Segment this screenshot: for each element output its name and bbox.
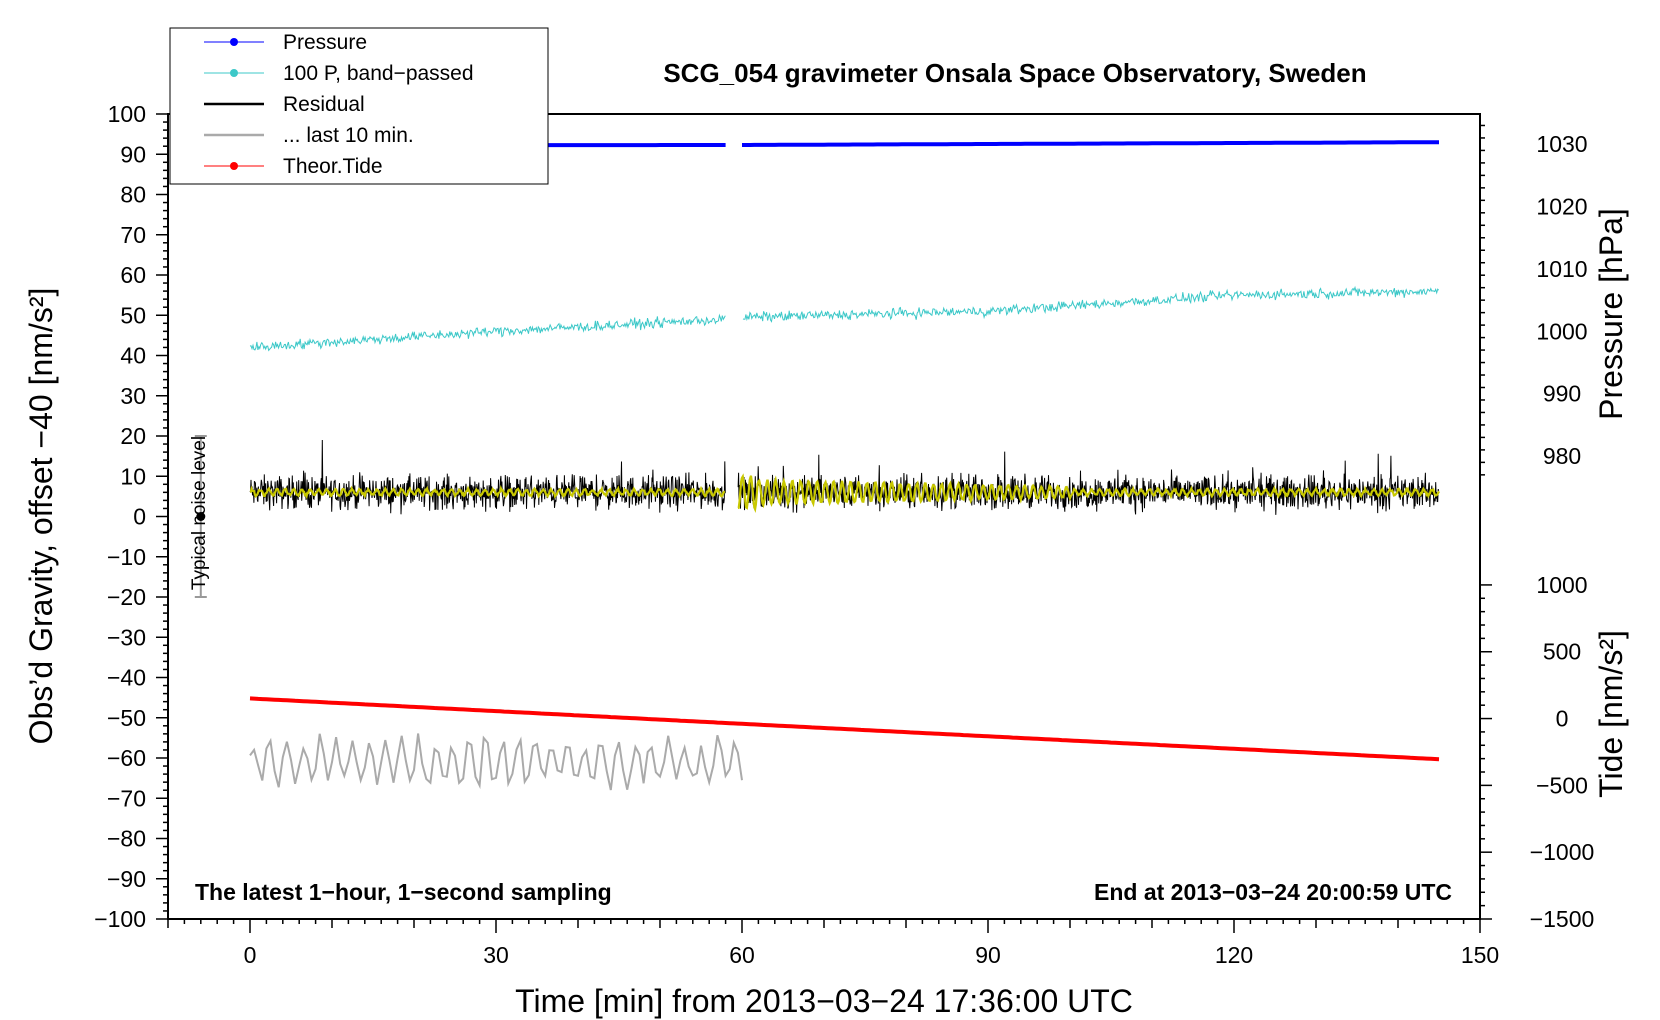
y-pressure-tick-label: 1010 <box>1536 256 1587 282</box>
legend: Pressure 100 P, band−passed Residual ... la… <box>169 27 549 185</box>
y-left-tick-label: −70 <box>107 785 146 811</box>
y-axis-pressure: 1030 1020 1010 1000 990 980 <box>1480 124 1588 476</box>
y-axis-left: 1009080706050403020100−10−20−30−40−50−60… <box>94 101 168 932</box>
legend-item: Residual <box>204 93 365 116</box>
x-tick-label: 0 <box>244 942 257 968</box>
y-tide-tick-label: 0 <box>1556 706 1569 732</box>
y-left-tick-label: −80 <box>107 826 146 852</box>
chart-title: SCG_054 gravimeter Onsala Space Observat… <box>663 58 1366 88</box>
y-pressure-tick-label: 1000 <box>1536 318 1587 344</box>
noise-indicator: Typical noise level <box>189 435 210 598</box>
y-left-tick-label: 20 <box>120 423 146 449</box>
y-left-tick-label: 90 <box>120 141 146 167</box>
legend-marker <box>230 69 238 77</box>
y-left-tick-label: 70 <box>120 222 146 248</box>
y-left-tick-label: 0 <box>133 504 146 530</box>
y-pressure-tick-label: 1030 <box>1536 131 1587 157</box>
y-left-tick-label: −20 <box>107 584 146 610</box>
y-pressure-tick-label: 980 <box>1543 443 1581 469</box>
y-left-tick-label: 50 <box>120 302 146 328</box>
x-tick-label: 90 <box>975 942 1001 968</box>
y-left-tick-label: 100 <box>108 101 146 127</box>
y-left-tick-label: −40 <box>107 665 146 691</box>
legend-label: 100 P, band−passed <box>283 62 474 85</box>
y-tide-tick-label: −1000 <box>1530 839 1595 865</box>
y-tide-tick-label: −500 <box>1536 772 1588 798</box>
y-left-tick-label: −10 <box>107 544 146 570</box>
y-left-tick-label: −50 <box>107 705 146 731</box>
y-left-tick-label: 80 <box>120 182 146 208</box>
annotation-bottom-left: The latest 1−hour, 1−second sampling <box>195 879 612 905</box>
series-residual-smoothed <box>249 473 1440 514</box>
y-pressure-tick-label: 1020 <box>1536 194 1587 220</box>
y-axis-left-title: Obs’d Gravity, offset −40 [nm/s²] <box>23 288 59 745</box>
y-axis-tide: 1000 500 0 −500 −1000 −1500 <box>1480 572 1594 932</box>
y-left-tick-label: −100 <box>94 906 146 932</box>
y-axis-pressure-title: Pressure [hPa] <box>1593 208 1629 420</box>
y-axis-tide-title: Tide [nm/s²] <box>1593 630 1629 798</box>
x-tick-label: 30 <box>483 942 509 968</box>
x-tick-label: 150 <box>1461 942 1499 968</box>
legend-item: ... last 10 min. <box>204 124 414 147</box>
legend-item: Pressure <box>204 31 367 54</box>
series-band-passed <box>249 285 1440 352</box>
legend-item: Theor.Tide <box>204 155 383 178</box>
y-left-tick-label: −90 <box>107 866 146 892</box>
legend-box <box>169 27 549 185</box>
y-left-tick-label: −60 <box>107 745 146 771</box>
x-tick-label: 120 <box>1215 942 1253 968</box>
x-tick-label: 60 <box>729 942 755 968</box>
series-tide <box>249 696 1440 762</box>
x-axis-title: Time [min] from 2013−03−24 17:36:00 UTC <box>515 983 1133 1019</box>
legend-label: ... last 10 min. <box>283 124 414 147</box>
noise-label: Typical noise level <box>189 436 210 590</box>
annotation-bottom-right: End at 2013−03−24 20:00:59 UTC <box>1094 879 1452 905</box>
legend-label: Theor.Tide <box>283 155 383 178</box>
legend-label: Pressure <box>283 31 367 54</box>
series-last-10-min <box>249 733 743 791</box>
y-tide-tick-label: 500 <box>1543 639 1581 665</box>
y-tide-tick-label: −1500 <box>1530 906 1595 932</box>
y-left-tick-label: 60 <box>120 262 146 288</box>
y-left-tick-label: −30 <box>107 624 146 650</box>
legend-label: Residual <box>283 93 365 116</box>
y-left-tick-label: 30 <box>120 383 146 409</box>
legend-item: 100 P, band−passed <box>204 62 474 85</box>
legend-marker <box>230 162 238 170</box>
series-layer <box>249 140 1440 791</box>
y-tide-tick-label: 1000 <box>1536 572 1587 598</box>
y-left-tick-label: 40 <box>120 343 146 369</box>
y-left-tick-label: 10 <box>120 463 146 489</box>
y-pressure-tick-label: 990 <box>1543 381 1581 407</box>
noise-dot <box>196 512 206 521</box>
x-axis: 0 30 60 90 120 150 <box>167 919 1499 968</box>
legend-marker <box>230 38 238 46</box>
